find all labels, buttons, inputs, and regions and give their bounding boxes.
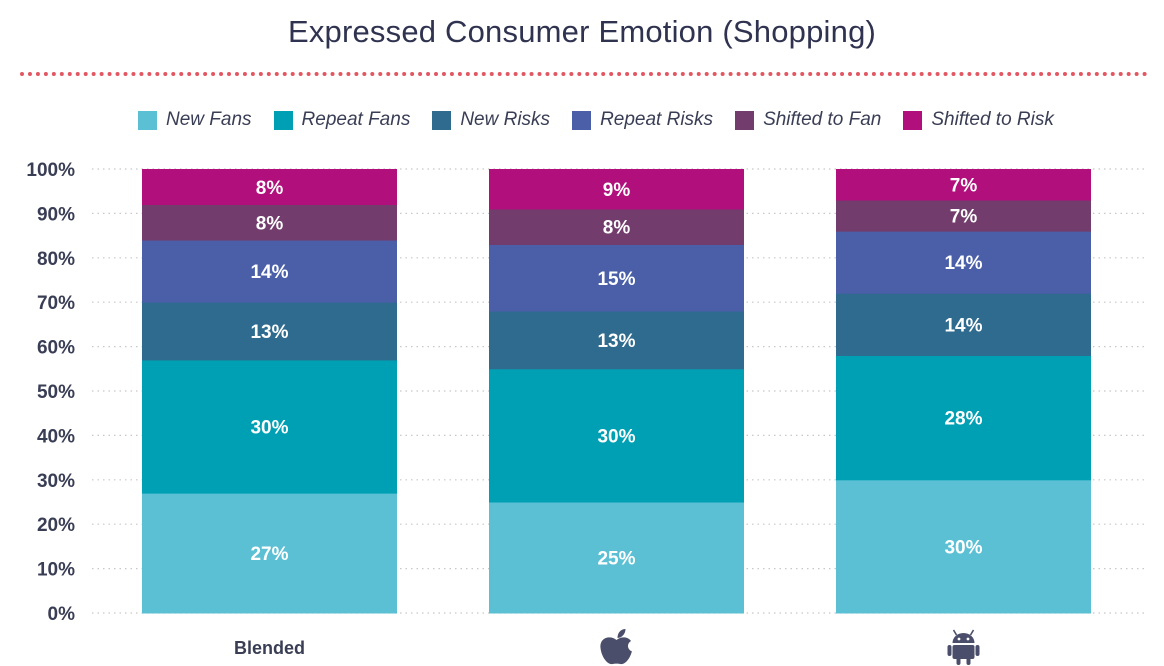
data-label: 8% xyxy=(256,178,284,199)
chart-title: Expressed Consumer Emotion (Shopping) xyxy=(287,14,877,49)
bar-segment xyxy=(836,293,1091,356)
bar-segment xyxy=(489,169,744,210)
data-label: 14% xyxy=(944,253,982,274)
y-tick-label: 90% xyxy=(37,204,75,225)
chart-legend: New Fans Repeat Fans New Risks Repeat Ri… xyxy=(138,108,1076,132)
y-tick-label: 30% xyxy=(37,471,75,492)
bar-segment xyxy=(836,200,1091,232)
data-label: 15% xyxy=(597,269,635,290)
legend-swatch-shifted-to-fan xyxy=(735,110,755,130)
data-label: 9% xyxy=(603,180,631,201)
legend-item-new-risks: New Risks xyxy=(432,109,550,131)
y-tick-label: 40% xyxy=(37,426,75,447)
data-label: 27% xyxy=(250,544,288,565)
legend-swatch-repeat-fans xyxy=(273,110,293,130)
legend-item-shifted-to-fan: Shifted to Fan xyxy=(735,109,881,131)
legend-item-new-fans: New Fans xyxy=(138,109,252,131)
x-category-label: Blended xyxy=(234,638,305,658)
y-tick-label: 20% xyxy=(37,515,75,536)
legend-label: Repeat Fans xyxy=(301,109,411,130)
bar-segment xyxy=(489,311,744,370)
bar-segment xyxy=(489,244,744,312)
bar-segment xyxy=(836,231,1091,294)
legend-label: New Fans xyxy=(166,109,252,130)
bar-segment xyxy=(836,355,1091,481)
android-logo-icon xyxy=(947,629,980,665)
data-label: 25% xyxy=(597,549,635,570)
bar-segment xyxy=(489,368,744,503)
bar-segment xyxy=(142,169,397,206)
legend-item-repeat-fans: Repeat Fans xyxy=(273,109,411,131)
data-label: 28% xyxy=(944,409,982,430)
y-tick-label: 100% xyxy=(26,160,75,181)
bar-segment xyxy=(489,208,744,245)
y-tick-label: 60% xyxy=(37,338,75,359)
bar-segment xyxy=(142,359,397,494)
bar-segment xyxy=(836,169,1091,201)
data-label: 7% xyxy=(950,207,978,228)
data-label: 8% xyxy=(603,218,631,239)
y-tick-label: 0% xyxy=(48,604,76,625)
data-label: 30% xyxy=(250,418,288,439)
legend-swatch-shifted-to-risk xyxy=(903,110,923,130)
legend-swatch-new-fans xyxy=(138,110,157,130)
y-tick-label: 80% xyxy=(37,249,75,270)
legend-label: Shifted to Fan xyxy=(763,109,882,130)
legend-item-shifted-to-risk: Shifted to Risk xyxy=(903,109,1054,131)
bar-segment xyxy=(142,204,397,241)
bar-segment xyxy=(142,240,397,303)
data-label: 8% xyxy=(256,213,284,234)
legend-swatch-repeat-risks xyxy=(572,110,592,130)
data-label: 13% xyxy=(597,331,635,352)
data-label: 13% xyxy=(250,322,288,343)
legend-swatch-new-risks xyxy=(432,110,452,130)
legend-label: Shifted to Risk xyxy=(931,109,1054,130)
y-tick-label: 10% xyxy=(37,560,75,581)
legend-label: Repeat Risks xyxy=(600,109,714,130)
y-tick-label: 70% xyxy=(37,293,75,314)
data-label: 30% xyxy=(597,426,635,447)
bar-segment xyxy=(489,502,744,614)
data-label: 30% xyxy=(944,537,982,558)
y-tick-label: 50% xyxy=(37,382,75,403)
title-divider xyxy=(20,72,1148,76)
data-label: 14% xyxy=(944,315,982,336)
bar-segment xyxy=(142,493,397,614)
data-label: 7% xyxy=(950,176,978,197)
legend-label: New Risks xyxy=(460,109,551,130)
bar-segment xyxy=(836,479,1091,614)
data-label: 14% xyxy=(250,262,288,283)
apple-logo-icon xyxy=(600,629,639,665)
bar-segment xyxy=(142,302,397,361)
legend-item-repeat-risks: Repeat Risks xyxy=(572,109,713,131)
